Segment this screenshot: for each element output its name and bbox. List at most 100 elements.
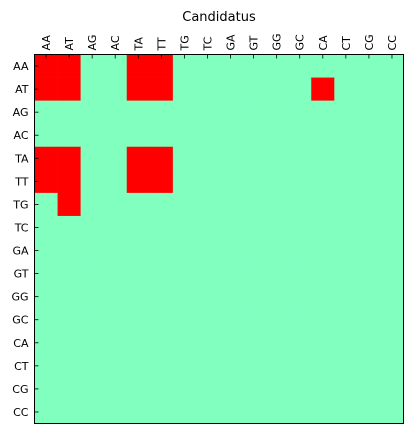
heatmap-cell-AA-GT xyxy=(242,54,266,78)
heatmap-cell-GG-AA xyxy=(34,285,58,309)
heatmap-cell-GG-TG xyxy=(172,285,197,309)
heatmap-cell-GA-GT xyxy=(242,239,266,263)
heatmap-cell-TG-AT xyxy=(57,192,81,217)
heatmap-cell-TG-CT xyxy=(334,192,358,217)
heatmap-cell-AT-TC xyxy=(195,77,220,101)
heatmap-cell-CT-GC xyxy=(288,354,312,378)
heatmap-cell-TG-AG xyxy=(80,192,104,217)
heatmap-cell-GG-CG xyxy=(357,285,381,309)
heatmap-cell-CC-GG xyxy=(265,400,289,424)
heatmap-cell-CT-GT xyxy=(242,354,266,378)
heatmap-cell-TG-AA xyxy=(34,192,58,217)
heatmap-cell-GG-TC xyxy=(195,285,220,309)
heatmap-cell-TA-TC xyxy=(195,146,220,171)
heatmap-cell-CT-AT xyxy=(57,354,81,378)
heatmap-cell-GT-AG xyxy=(80,262,104,286)
heatmap-cell-GT-AA xyxy=(34,262,58,286)
heatmap-cell-TC-CT xyxy=(334,215,358,240)
x-tick-label: CT xyxy=(340,36,353,51)
heatmap-cell-TA-CG xyxy=(357,146,381,171)
heatmap-cell-TC-GA xyxy=(219,215,243,240)
heatmap-cell-AC-AA xyxy=(34,123,58,148)
heatmap-cell-AT-CA xyxy=(311,77,335,101)
heatmap-cell-AG-TT xyxy=(149,100,174,124)
heatmap-cell-CG-CG xyxy=(357,377,381,401)
heatmap-cell-TG-AC xyxy=(103,192,128,217)
heatmap-cell-GC-GG xyxy=(265,308,289,332)
heatmap-cell-AA-GG xyxy=(265,54,289,78)
heatmap-cell-AT-AG xyxy=(80,77,104,101)
heatmap-cell-TT-TA xyxy=(126,169,151,194)
heatmap-cell-CG-CA xyxy=(311,377,335,401)
heatmap-cell-GA-TG xyxy=(172,239,197,263)
heatmap-cell-TC-AA xyxy=(34,215,58,240)
y-tick-label: TC xyxy=(14,221,29,234)
heatmap-cell-CA-TT xyxy=(149,331,174,355)
x-tick-label: AC xyxy=(109,35,122,50)
x-tick-label: TA xyxy=(132,37,145,52)
heatmap-cell-TT-GG xyxy=(265,169,289,194)
heatmap-cell-CG-GC xyxy=(288,377,312,401)
heatmap-cell-CG-TT xyxy=(149,377,174,401)
heatmap-cell-CT-GG xyxy=(265,354,289,378)
x-tick-label: CC xyxy=(386,35,399,51)
heatmap-cell-CA-GT xyxy=(242,331,266,355)
heatmap-cell-TG-TG xyxy=(172,192,197,217)
heatmap-cell-TA-TG xyxy=(172,146,197,171)
heatmap-cell-TT-CA xyxy=(311,169,335,194)
heatmap-cell-CA-CC xyxy=(380,331,404,355)
heatmap-cell-TG-GT xyxy=(242,192,266,217)
y-tick-label: AG xyxy=(13,106,29,119)
heatmap-cell-CT-AA xyxy=(34,354,58,378)
heatmap-cell-GG-AG xyxy=(80,285,104,309)
heatmap-cell-CA-CA xyxy=(311,331,335,355)
heatmap-cell-AG-TG xyxy=(172,100,197,124)
x-tick-label: GG xyxy=(271,33,284,50)
heatmap-cell-AC-CG xyxy=(357,123,381,148)
heatmap-cells xyxy=(34,54,404,424)
heatmap-cell-AT-GG xyxy=(265,77,289,101)
x-tick-label: CA xyxy=(317,35,330,51)
heatmap-cell-CG-CT xyxy=(334,377,358,401)
heatmap-cell-CT-TA xyxy=(126,354,151,378)
heatmap-cell-GA-TA xyxy=(126,239,151,263)
heatmap-cell-TA-GG xyxy=(265,146,289,171)
heatmap-cell-TA-GT xyxy=(242,146,266,171)
heatmap-cell-TC-CG xyxy=(357,215,381,240)
heatmap-cell-GA-AG xyxy=(80,239,104,263)
heatmap-cell-CG-GA xyxy=(219,377,243,401)
heatmap-cell-AT-AA xyxy=(34,77,58,101)
heatmap-cell-TG-GA xyxy=(219,192,243,217)
heatmap-cell-GT-AT xyxy=(57,262,81,286)
y-tick-label: TT xyxy=(14,175,29,188)
heatmap-cell-AA-AT xyxy=(57,54,81,78)
heatmap-cell-AT-CG xyxy=(357,77,381,101)
y-tick-label: GG xyxy=(11,291,28,304)
x-tick-label: AT xyxy=(63,37,76,51)
heatmap-cell-CA-GA xyxy=(219,331,243,355)
heatmap-cell-GG-TT xyxy=(149,285,174,309)
heatmap-cell-TC-TG xyxy=(172,215,197,240)
heatmap-cell-CC-CT xyxy=(334,400,358,424)
heatmap-cell-GC-AG xyxy=(80,308,104,332)
heatmap-cell-GA-GC xyxy=(288,239,312,263)
heatmap-cell-GC-AA xyxy=(34,308,58,332)
heatmap-cell-CC-TG xyxy=(172,400,197,424)
heatmap-cell-AA-TG xyxy=(172,54,197,78)
heatmap-cell-AT-CC xyxy=(380,77,404,101)
heatmap-cell-CC-AT xyxy=(57,400,81,424)
heatmap-cell-CA-AC xyxy=(103,331,128,355)
heatmap-cell-GT-CG xyxy=(357,262,381,286)
heatmap-cell-AA-GC xyxy=(288,54,312,78)
heatmap-cell-TA-GA xyxy=(219,146,243,171)
x-tick-label: GC xyxy=(294,34,307,51)
heatmap-cell-TA-TA xyxy=(126,146,151,171)
heatmap-cell-CC-CA xyxy=(311,400,335,424)
y-tick-label: GA xyxy=(12,245,29,258)
x-tick-label: TT xyxy=(155,37,168,52)
heatmap-cell-CC-TA xyxy=(126,400,151,424)
heatmap-cell-AG-AG xyxy=(80,100,104,124)
heatmap-cell-TA-AA xyxy=(34,146,58,171)
heatmap-cell-TG-GG xyxy=(265,192,289,217)
